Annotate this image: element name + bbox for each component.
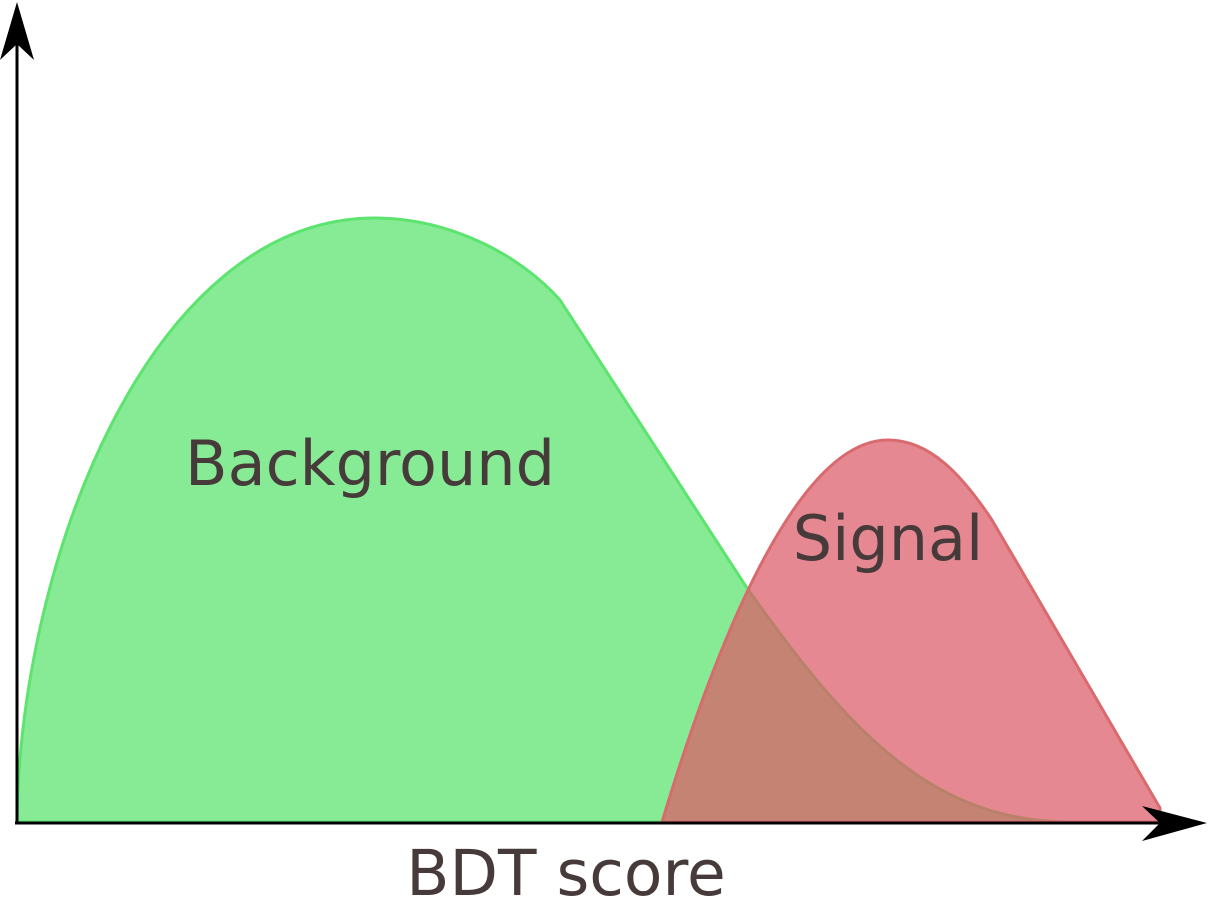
x-axis-label: BDT score (406, 837, 726, 897)
y-axis-arrowhead (0, 2, 34, 60)
x-axis-arrowhead (1142, 806, 1207, 841)
signal-label: Signal (793, 502, 983, 575)
background-label: Background (185, 427, 555, 500)
signal-distribution (659, 438, 1162, 824)
